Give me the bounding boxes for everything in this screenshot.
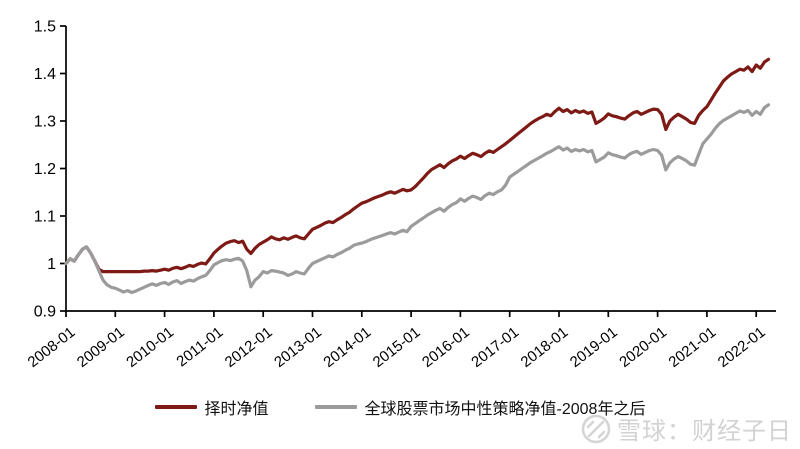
series-line-timing-nav: [64, 57, 771, 274]
x-axis-tick-label: 2022-01: [715, 324, 769, 371]
x-axis-tick-label: 2014-01: [320, 324, 374, 371]
legend-swatch: [154, 405, 197, 409]
y-axis-tick-label: 1: [47, 256, 56, 273]
x-axis-tick-label: 2018-01: [518, 324, 572, 371]
x-axis-tick-label: 2016-01: [419, 324, 473, 371]
y-axis-tick-label: 1.2: [34, 161, 56, 178]
x-axis-tick-label: 2019-01: [567, 324, 621, 371]
y-axis-tick-label: 1.3: [34, 114, 56, 131]
series-line-global-market-neutral-nav: [64, 103, 771, 295]
legend-label: 全球股票市场中性策略净值-2008年之后: [364, 401, 646, 418]
chart-legend: 择时净值 全球股票市场中性策略净值-2008年之后: [0, 395, 800, 419]
x-axis-tick-label: 2009-01: [74, 324, 128, 371]
legend-item-timing-nav: 择时净值: [154, 395, 269, 419]
legend-swatch: [314, 405, 357, 409]
x-axis-tick-label: 2011-01: [173, 324, 226, 371]
x-axis-tick-label: 2017-01: [468, 324, 522, 371]
x-axis-tick-label: 2021-01: [666, 324, 720, 371]
legend-label: 择时净值: [204, 401, 269, 418]
xueqiu-logo-icon: [581, 414, 611, 443]
legend-item-global-market-neutral-nav: 全球股票市场中性策略净值-2008年之后: [314, 395, 646, 419]
x-axis-tick-label: 2012-01: [222, 324, 276, 371]
y-axis-tick-label: 1.1: [34, 209, 56, 226]
x-axis-tick-label: 2008-01: [25, 324, 79, 371]
xueqiu-watermark: 雪球：财经子日: [580, 411, 792, 446]
watermark-text: 雪球：财经子日: [617, 418, 792, 445]
x-axis-tick-label: 2013-01: [271, 324, 325, 371]
y-axis-tick-label: 1.4: [34, 66, 56, 83]
y-axis-tick-label: 1.5: [34, 19, 56, 36]
x-axis-tick-label: 2010-01: [123, 324, 177, 371]
x-axis-tick-label: 2020-01: [616, 324, 670, 371]
y-axis-tick-label: 0.9: [34, 304, 56, 321]
x-axis-tick-label: 2015-01: [370, 324, 424, 371]
